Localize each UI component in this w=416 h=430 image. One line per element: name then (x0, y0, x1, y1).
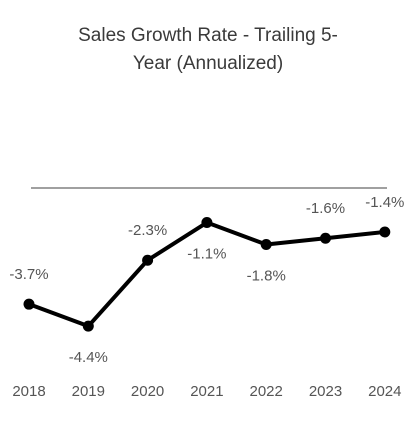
data-label: -2.3% (128, 222, 167, 239)
data-point (320, 232, 331, 244)
series-line (28, 220, 386, 329)
data-point (260, 239, 272, 251)
data-point (23, 298, 35, 310)
data-label: -4.4% (69, 349, 108, 366)
x-tick-label: 2024 (368, 383, 401, 400)
data-label: -1.8% (247, 268, 286, 285)
x-tick-label: 2023 (309, 383, 342, 400)
chart-title-line-2: Year (Annualized) (132, 53, 284, 74)
data-label: -1.1% (187, 246, 226, 263)
x-tick-label: 2021 (190, 383, 223, 400)
chart-title-line-1: Sales Growth Rate - Trailing 5- (78, 25, 338, 46)
data-label: -1.4% (365, 194, 404, 211)
data-point (379, 226, 391, 238)
data-point (82, 320, 94, 332)
data-point (201, 217, 213, 229)
data-point (142, 254, 154, 266)
chart-title: Sales Growth Rate - Trailing 5- Year (An… (0, 22, 416, 78)
x-tick-label: 2019 (72, 383, 105, 400)
data-label: -1.6% (306, 200, 345, 217)
data-label: -3.7% (9, 266, 48, 283)
x-tick-label: 2020 (131, 383, 164, 400)
x-tick-label: 2018 (12, 383, 45, 400)
x-tick-label: 2022 (250, 383, 283, 400)
